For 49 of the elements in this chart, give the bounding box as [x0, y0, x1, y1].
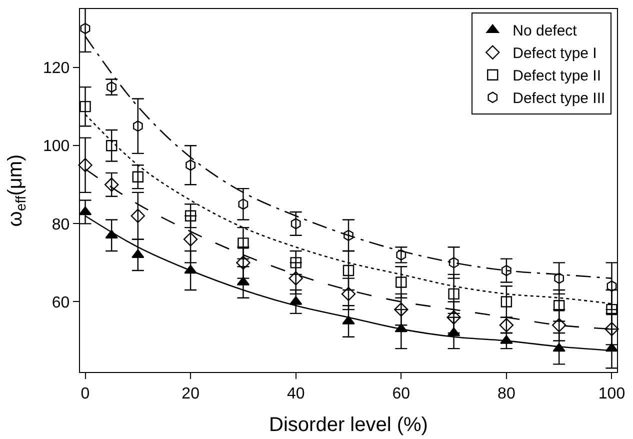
point [104, 178, 119, 192]
point [236, 256, 250, 270]
x-tick-label: 80 [498, 385, 516, 402]
point [604, 322, 619, 336]
point [552, 318, 566, 332]
point [344, 230, 354, 241]
y-tick-label: 120 [42, 60, 70, 78]
point [606, 280, 617, 292]
point [80, 22, 90, 34]
point [106, 140, 118, 152]
x-tick-label: 40 [286, 385, 305, 402]
x-tick-label: 60 [392, 385, 410, 402]
point [186, 160, 196, 171]
point [238, 238, 249, 249]
point [500, 296, 512, 308]
point [396, 276, 407, 288]
y-tick-label: 80 [52, 216, 70, 234]
point [290, 257, 302, 268]
legend-label: Defect type III [512, 90, 606, 108]
point [448, 257, 459, 268]
point [130, 208, 146, 223]
point [448, 288, 460, 300]
x-tick-label: 0 [80, 385, 90, 402]
point [132, 120, 143, 132]
point [394, 302, 408, 317]
point [80, 100, 91, 112]
point [238, 198, 248, 210]
point [288, 271, 303, 286]
point [183, 232, 198, 246]
point [290, 218, 301, 230]
y-tick-label: 60 [52, 294, 70, 312]
x-tick-label: 20 [182, 385, 200, 402]
point [606, 304, 618, 316]
point [342, 264, 354, 276]
point [132, 171, 144, 182]
point [446, 310, 461, 324]
x-tick-label: 100 [598, 385, 626, 402]
point [78, 206, 92, 216]
point [554, 272, 564, 284]
point [502, 264, 512, 276]
point [78, 158, 92, 172]
point [553, 300, 565, 312]
point [184, 210, 196, 222]
legend-label: Defect type I [512, 45, 597, 62]
x-axis-title: Disorder level (%) [269, 414, 428, 436]
y-tick-label: 100 [42, 138, 70, 156]
legend-label: Defect type II [512, 68, 602, 85]
point [341, 286, 356, 302]
legend-label: No defect [512, 22, 578, 40]
